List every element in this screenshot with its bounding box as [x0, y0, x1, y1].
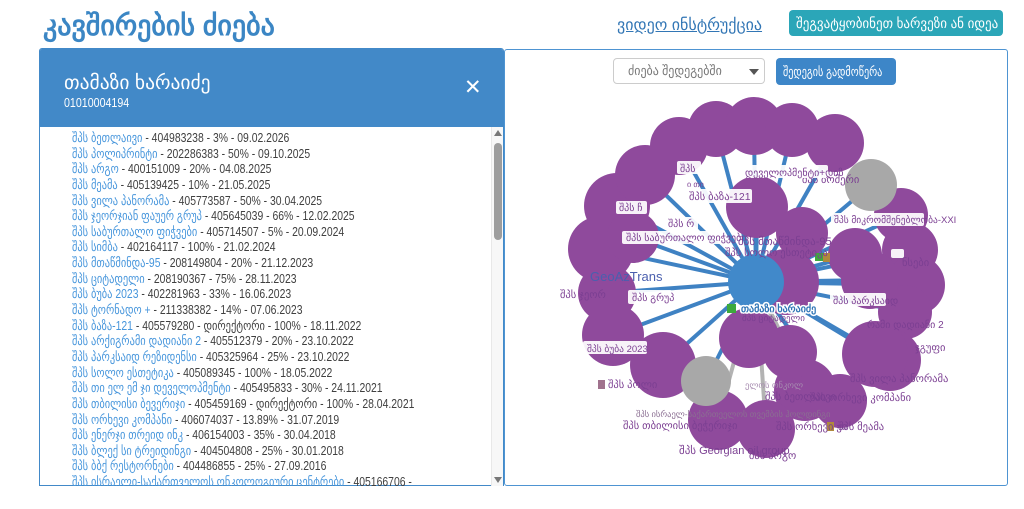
svg-text:შპს ციტადელი: შპს ციტადელი — [742, 313, 805, 324]
svg-text:შპს ბაზა-121: შპს ბაზა-121 — [689, 190, 751, 203]
svg-text:შპს ისრაელ-საქართეელოს თვემბის: შპს ისრაელ-საქართეელოს თვემბის ჰოლდინგი — [636, 409, 831, 420]
svg-text:ჯგუფი: ჯგუფი — [915, 342, 946, 354]
svg-text:შპს ჩ: შპს ჩ — [619, 202, 642, 214]
svg-text:შპს ორხევი ჟი: შპს ორხევი ჟი — [776, 420, 848, 433]
svg-text:შპს Georgian oil group: შპს Georgian oil group — [679, 444, 790, 457]
svg-text:შპს გრუპ: შპს გრუპ — [632, 292, 674, 304]
svg-text:შპს საბურთალო ფიჭვები: შპს საბურთალო ფიჭვები — [626, 232, 746, 244]
svg-text:ელოს ონკოლ: ელოს ონკოლ — [745, 380, 804, 391]
svg-text:შპს ორხევი კომპანი: შპს ორხევი კომპანი — [810, 391, 912, 404]
svg-text:შპს სოლო ესთეტიკა: შპს სოლო ესთეტიკა — [725, 246, 828, 259]
svg-text:შპს რ: შპს რ — [668, 218, 694, 230]
svg-text:შპს მთაწმინდა-95: შპს მთაწმინდა-95 — [738, 235, 832, 248]
svg-text:შპს არგო: შპს არგო — [749, 449, 797, 462]
svg-text:შპს ვილა პანორამა: შპს ვილა პანორამა — [850, 372, 949, 385]
svg-text:შპს ბუბა 2023: შპს ბუბა 2023 — [587, 343, 648, 355]
svg-text:შპს მიკრომშენებლობა-XXI: შპს მიკრომშენებლობა-XXI — [834, 214, 956, 226]
svg-text:ნსები: ნსები — [902, 256, 930, 269]
svg-text:შპს: შპს — [680, 163, 695, 175]
svg-text:შპს პარკსაიდ: შპს პარკსაიდ — [833, 295, 898, 307]
svg-text:შპს თბილისი ბეჭერიჯი: შპს თბილისი ბეჭერიჯი — [623, 419, 738, 432]
svg-text:დეველოპმენტი+დიზ: დეველოპმენტი+დიზ — [745, 167, 844, 179]
svg-text:შპს ჯეორ: შპს ჯეორ — [560, 288, 607, 301]
svg-text:შპს მეამა: შპს მეამა — [838, 420, 885, 433]
svg-text:ი თი: ი თი — [687, 180, 704, 189]
svg-text:თამაზი ხარაიძე: თამაზი ხარაიძე — [741, 303, 816, 315]
svg-text:შპს ბეთლაივი: შპს ბეთლაივი — [765, 390, 837, 403]
svg-text:GeoAzTrans: GeoAzTrans — [590, 269, 663, 284]
svg-text:რამი დადიანი 2: რამი დადიანი 2 — [867, 319, 944, 331]
svg-text:შპს პოლი: შპს პოლი — [608, 378, 658, 391]
svg-text:თამაზი ხარაიძე: თამაზი ხარაიძე — [741, 303, 816, 315]
